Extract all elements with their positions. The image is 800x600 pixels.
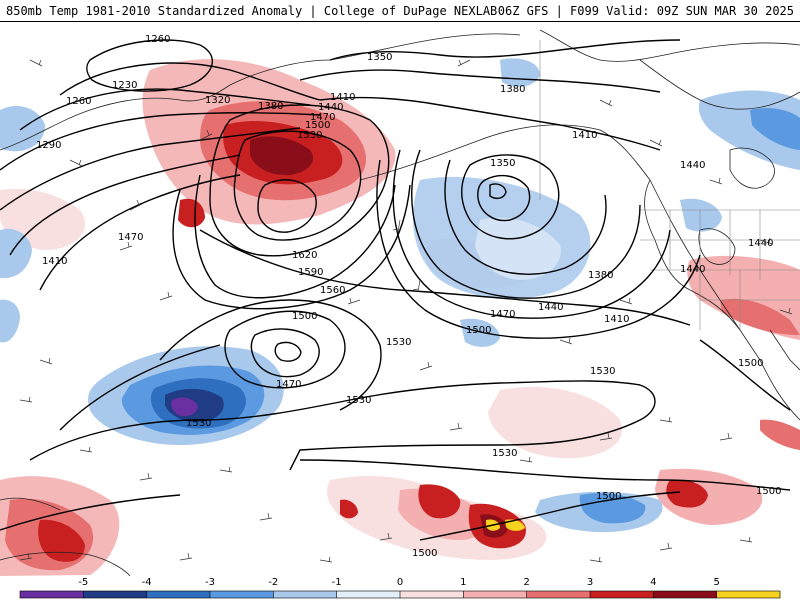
height-contours [0,39,791,541]
contour-label: 1530 [186,418,211,429]
contour-label: 1380 [500,84,525,95]
contour-label: 1350 [490,158,515,169]
contour-label: 1410 [42,256,67,267]
colorbar-swatch [400,591,464,598]
colorbar-swatch [146,591,211,598]
contour-label: 1470 [118,232,143,243]
contour-label: 1500 [412,548,437,559]
contour-label: 1230 [112,80,137,91]
colorbar-tick-label: 1 [460,577,466,588]
contour-label: 1440 [680,264,705,275]
colorbar-swatch [463,591,528,598]
contour-label: 1500 [756,486,781,497]
contour-label: 1530 [346,395,371,406]
contour-label: 1530 [590,366,615,377]
model-run-info: 06Z GFS | F099 Valid: 09Z SUN MAR 30 202… [497,4,794,18]
contour-label: 1500 [738,358,763,369]
contour-label: 1260 [66,96,91,107]
contour-label: 1320 [205,95,230,106]
anomaly-map: 1260 1230 1260 1290 1320 1380 1350 1410 … [0,22,800,576]
colorbar-tick-label: 0 [397,577,403,588]
colorbar-swatch [210,591,274,598]
colorbar-tick-label: -1 [332,577,342,588]
contour-label: 1290 [36,140,61,151]
contour-label: 1440 [748,238,773,249]
wind-barbs [19,59,793,563]
contour-label: 1440 [680,160,705,171]
colorbar-swatch [336,591,401,598]
contour-label: 1260 [145,34,170,45]
contour-label: 1530 [297,130,322,141]
colorbar-swatch [653,591,718,598]
contour-label: 1500 [596,491,621,502]
colorbar-tick-label: 5 [713,577,719,588]
warm-anomaly-shading [0,59,800,576]
contour-label: 1470 [310,112,335,123]
colorbar-tick-label: -5 [78,577,88,588]
contour-label: 1410 [604,314,629,325]
contour-label: 1470 [490,309,515,320]
contour-label: 1440 [318,102,343,113]
contour-label: 1500 [292,311,317,322]
contour-label: 1620 [292,250,317,261]
contour-label: 1530 [386,337,411,348]
contour-label: 1380 [588,270,613,281]
contour-label: 1440 [538,302,563,313]
colorbar-swatch [20,591,84,598]
colorbar-tick-label: 2 [523,577,529,588]
colorbar-tick-label: -3 [205,577,215,588]
contour-label: 1470 [276,379,301,390]
contour-label: 1380 [258,101,283,112]
colorbar-tick-label: -2 [268,577,278,588]
state-borders [539,40,800,330]
contour-label: 1530 [492,448,517,459]
colorbar-tick-label: -4 [142,577,152,588]
contour-label: 1410 [572,130,597,141]
anomaly-colorbar: -5 -4 -3 -2 -1 0 1 2 3 4 5 [0,576,800,600]
contour-label: 1500 [466,325,491,336]
colorbar-swatch [273,591,338,598]
colorbar-tick-label: 3 [587,577,593,588]
contour-label: 1410 [330,92,355,103]
contour-label: 1350 [367,52,392,63]
contour-label: 1500 [305,120,330,131]
product-title: 850mb Temp 1981-2010 Standardized Anomal… [6,4,498,18]
colorbar-swatch [526,591,591,598]
colorbar-swatch [83,591,148,598]
colorbar-swatch [590,591,654,598]
map-header: 850mb Temp 1981-2010 Standardized Anomal… [0,0,800,22]
contour-label: 1590 [298,267,323,278]
contour-labels: 1260 1230 1260 1290 1320 1380 1350 1410 … [36,34,781,559]
colorbar-tick-label: 4 [650,577,656,588]
colorbar-swatch [716,591,781,598]
contour-label: 1560 [320,285,345,296]
